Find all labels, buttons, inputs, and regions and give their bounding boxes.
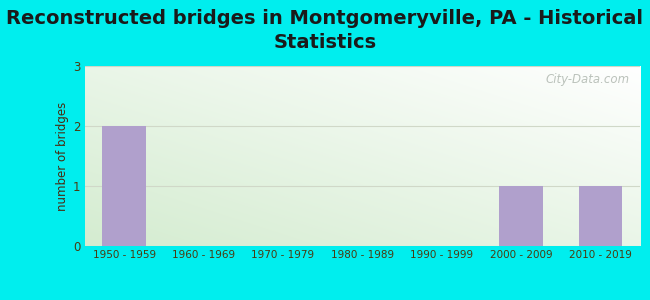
- Bar: [499, 186, 543, 246]
- Text: Reconstructed bridges in Montgomeryville, PA - Historical
Statistics: Reconstructed bridges in Montgomeryville…: [6, 9, 644, 52]
- Bar: [102, 126, 146, 246]
- Bar: [578, 186, 623, 246]
- Y-axis label: number of bridges: number of bridges: [56, 101, 69, 211]
- Text: City-Data.com: City-Data.com: [545, 73, 629, 86]
